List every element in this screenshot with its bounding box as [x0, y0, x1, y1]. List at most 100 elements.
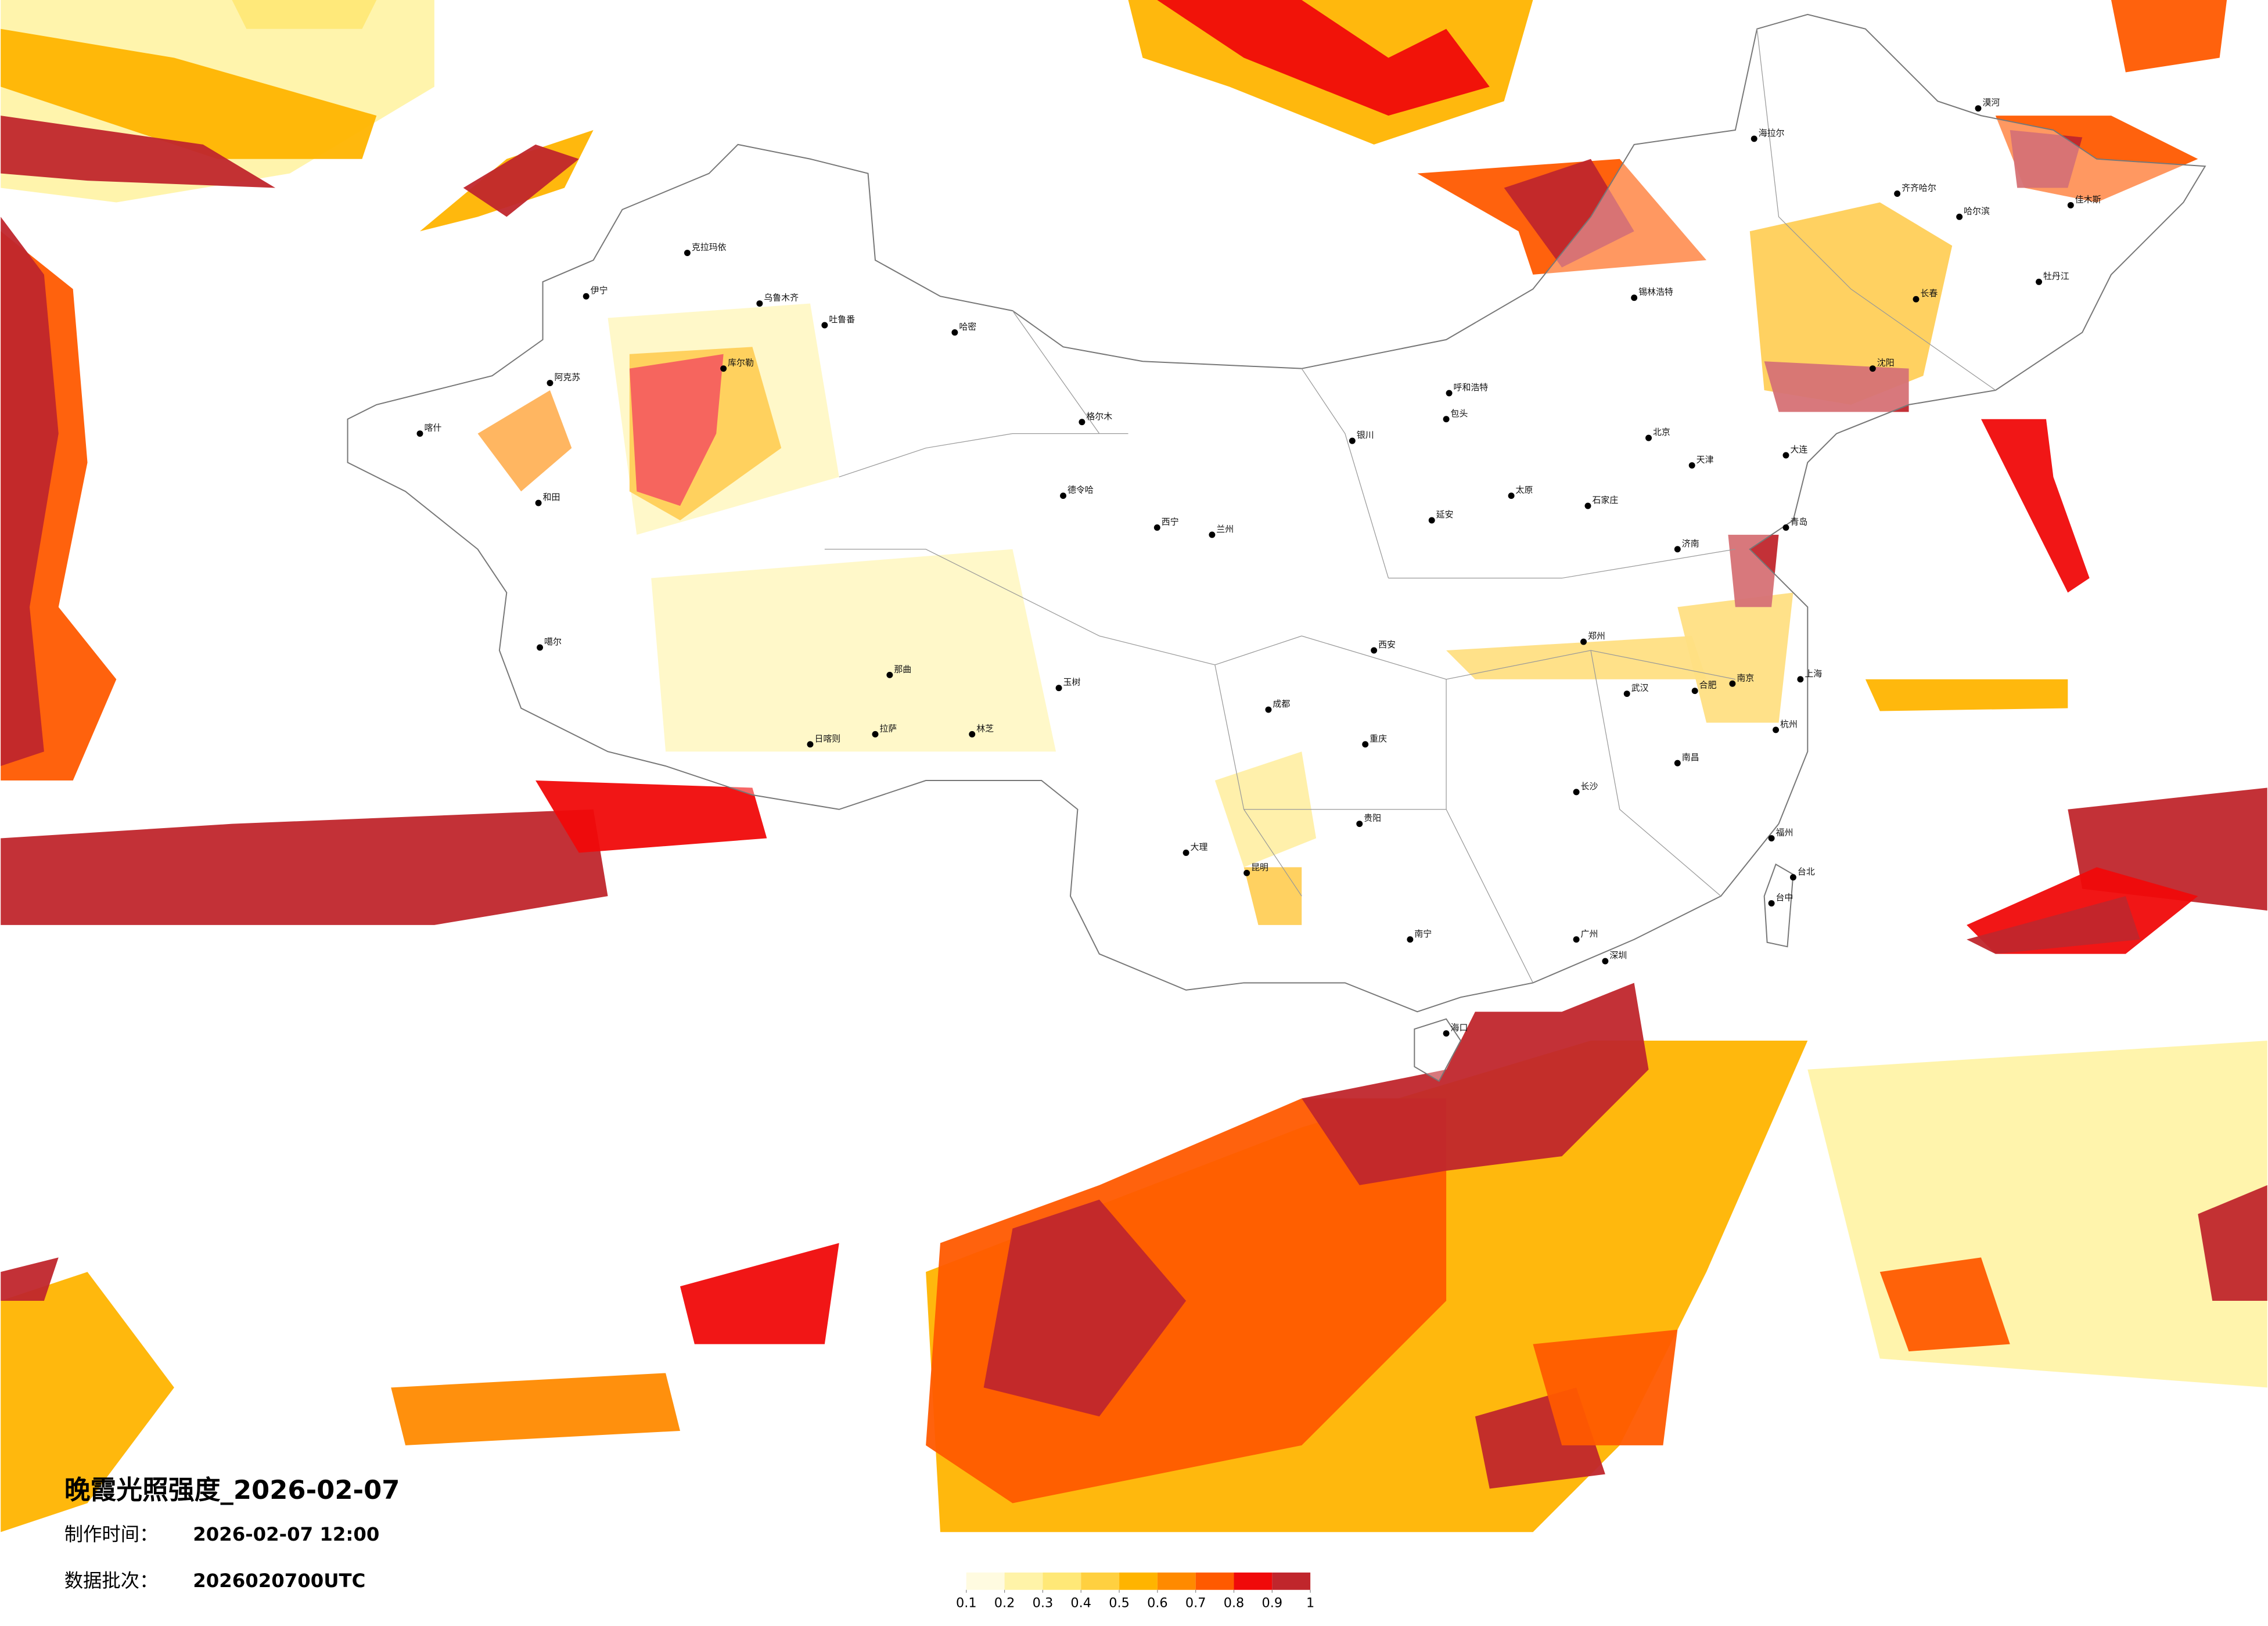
intensity-area: [1677, 592, 1793, 723]
legend-tick-label: 0.5: [1109, 1596, 1130, 1611]
city-dot: [1443, 1030, 1450, 1037]
city-dot: [1602, 958, 1609, 965]
intensity-area: [1, 809, 608, 925]
city-label: 郑州: [1588, 631, 1605, 641]
legend-swatch: [1004, 1572, 1043, 1590]
province-lines: [824, 28, 1996, 983]
city-dot: [1371, 647, 1378, 654]
legend-tick-label: 0.3: [1033, 1596, 1054, 1611]
intensity-area: [1865, 679, 2068, 711]
legend-swatch: [1234, 1572, 1273, 1590]
city-dot: [1913, 296, 1920, 303]
legend-swatch: [1195, 1572, 1234, 1590]
city-dot: [1729, 680, 1736, 687]
city-label: 台北: [1798, 866, 1815, 877]
city-dot: [1573, 936, 1580, 943]
intensity-area: [1, 116, 276, 188]
city-dot: [2036, 278, 2043, 285]
legend-swatch: [1119, 1572, 1158, 1590]
intensity-area: [1981, 419, 2090, 593]
city-label: 那曲: [894, 664, 911, 674]
city-label: 杭州: [1780, 719, 1798, 729]
city-dot: [1782, 524, 1789, 531]
city-dot: [1751, 135, 1757, 142]
city-dot: [1894, 190, 1901, 197]
intensity-area: [1533, 1329, 1678, 1445]
city-label: 拉萨: [879, 723, 897, 733]
city-label: 大理: [1191, 841, 1208, 852]
legend-tick-label: 0.2: [994, 1596, 1015, 1611]
city-dot: [1153, 524, 1160, 531]
city-label: 西安: [1378, 639, 1396, 650]
city-label: 漠河: [1982, 98, 2000, 108]
city-label: 昆明: [1251, 862, 1268, 872]
city-label: 天津: [1696, 454, 1714, 465]
city-dot: [1428, 517, 1435, 524]
city-label: 海口: [1451, 1023, 1468, 1033]
city-dot: [1209, 531, 1216, 538]
city-dot: [1362, 741, 1369, 748]
city-label: 齐齐哈尔: [1902, 183, 1936, 193]
city-dot: [1789, 874, 1796, 881]
city-dot: [756, 300, 763, 307]
city-label: 银川: [1357, 430, 1374, 440]
intensity-area: [1764, 361, 1909, 412]
city-dot: [1691, 688, 1698, 695]
intensity-area: [680, 1243, 839, 1344]
production-value: 2026-02-07 12:00: [193, 1523, 379, 1545]
city-label: 长春: [1920, 288, 1938, 298]
city-label: 呼和浩特: [1454, 382, 1489, 393]
city-dot: [720, 365, 727, 372]
intensity-area: [477, 390, 572, 492]
city-dot: [872, 731, 879, 738]
city-label: 石家庄: [1592, 495, 1618, 505]
intensity-area: [1879, 1257, 2010, 1352]
city-label: 广州: [1581, 929, 1598, 939]
city-label: 深圳: [1609, 950, 1627, 961]
city-dot: [1446, 390, 1453, 397]
legend-swatch: [1157, 1572, 1196, 1590]
city-label: 南昌: [1682, 752, 1699, 762]
intensity-area: [1749, 202, 1953, 405]
city-dot: [1060, 492, 1067, 499]
production-label: 制作时间：: [64, 1523, 159, 1545]
legend: 0.1 0.2 0.3 0.4 0.5 0.6 0.7 0.8 0.9 1: [956, 1572, 1314, 1611]
city-dot: [1674, 546, 1681, 553]
intensity-area: [463, 144, 579, 217]
city-label: 牡丹江: [2043, 271, 2069, 281]
city-dot: [951, 329, 958, 336]
city-label: 北京: [1653, 427, 1670, 437]
city-label: 喀什: [424, 423, 441, 433]
intensity-area: [651, 549, 1056, 752]
intensity-area: [1157, 0, 1490, 116]
city-dot: [1688, 462, 1695, 469]
city-label: 青岛: [1790, 516, 1807, 527]
city-label: 延安: [1436, 509, 1454, 520]
legend-tick-label: 0.4: [1070, 1596, 1091, 1611]
intensity-area: [1504, 159, 1634, 268]
city-label: 包头: [1451, 408, 1468, 419]
city-label: 阿克苏: [554, 372, 580, 383]
intensity-area: [535, 780, 767, 853]
city-label: 克拉玛依: [692, 242, 727, 253]
city-dot: [1645, 434, 1652, 441]
city-dot: [1768, 900, 1775, 907]
city-dot: [821, 322, 828, 329]
city-label: 南京: [1737, 672, 1754, 683]
city-label: 日喀则: [814, 733, 840, 744]
legend-tick-label: 0.1: [956, 1596, 977, 1611]
city-dot: [1782, 452, 1789, 459]
intensity-area: [1, 1272, 174, 1533]
city-label: 林芝: [976, 723, 994, 733]
city-dot: [969, 731, 976, 738]
city-label: 太原: [1516, 485, 1533, 495]
intensity-area: [2010, 130, 2083, 188]
city-dot: [535, 499, 542, 506]
city-dot: [1573, 789, 1580, 796]
city-label: 成都: [1273, 699, 1290, 709]
city-dot: [1243, 869, 1250, 876]
legend-tick-label: 0.7: [1185, 1596, 1206, 1611]
intensity-layer: [1, 0, 2267, 1533]
